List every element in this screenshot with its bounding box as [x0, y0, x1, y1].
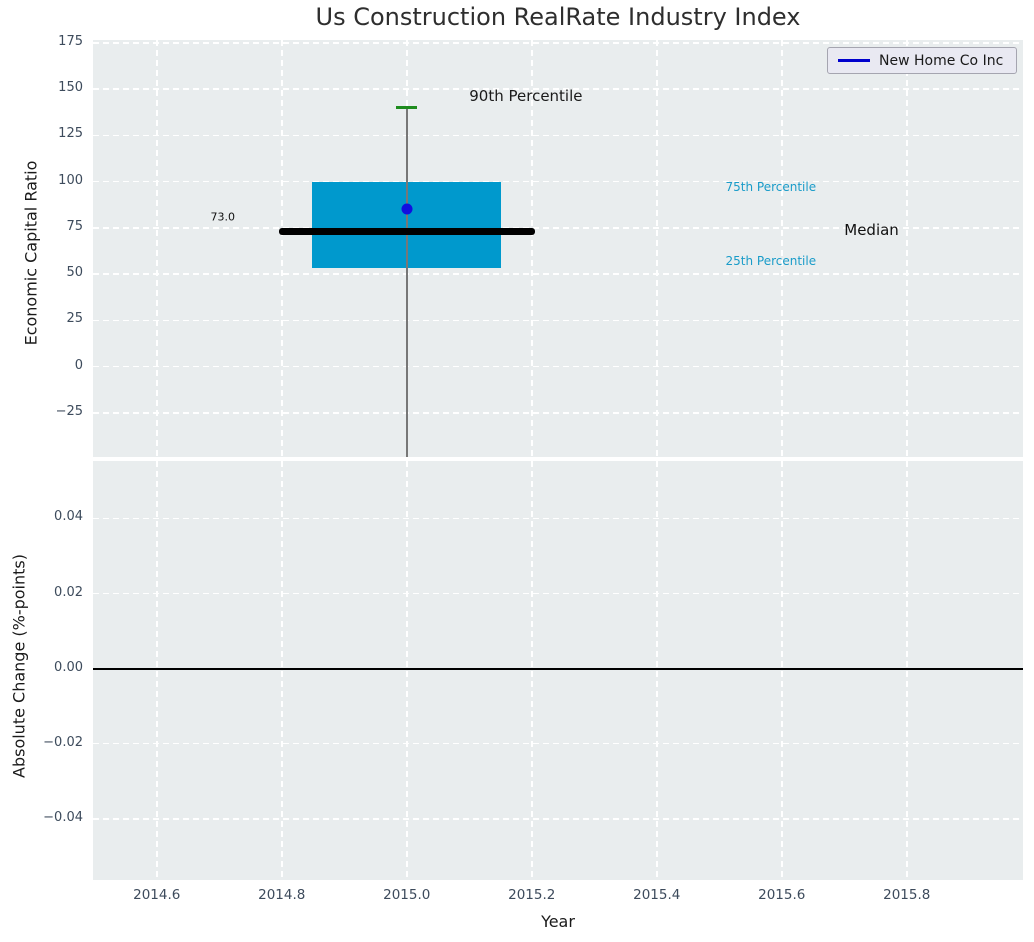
gridline-v: [156, 40, 158, 457]
x-tick-label: 2015.6: [758, 887, 806, 903]
whisker-line: [405, 107, 408, 457]
y-tick-label: 0.00: [54, 659, 83, 675]
gridline-v: [781, 40, 783, 457]
y-tick-label: 100: [58, 172, 83, 188]
gridline-h: [93, 227, 1023, 229]
annotation-p90-label: 90th Percentile: [469, 87, 583, 106]
gridline-h: [93, 134, 1023, 137]
gridline-v: [656, 461, 658, 880]
y-tick-label: −0.02: [43, 734, 83, 750]
y-tick-label: −0.04: [43, 809, 83, 825]
y-tick-label: 125: [58, 126, 83, 142]
y-tick-label: 25: [66, 311, 83, 327]
gridline-h: [93, 742, 1023, 745]
x-tick-label: 2015.0: [383, 887, 431, 903]
gridline-h: [93, 818, 1023, 820]
gridline-h: [93, 180, 1023, 183]
median-line: [278, 227, 535, 235]
gridline-h: [93, 412, 1023, 414]
legend-line-sample: [838, 59, 870, 62]
gridline-v: [906, 461, 908, 880]
gridline-v: [156, 461, 158, 880]
annotation-median-value-label: 73.0: [210, 210, 236, 224]
gridline-v: [531, 40, 533, 457]
company-dot: [401, 203, 413, 215]
gridline-v: [406, 461, 408, 880]
legend-label: New Home Co Inc: [879, 52, 1004, 69]
x-tick-label: 2014.8: [258, 887, 306, 903]
annotation-p25-label: 25th Percentile: [725, 254, 817, 269]
gridline-v: [281, 461, 283, 880]
gridline-v: [906, 40, 908, 457]
y-tick-label: 75: [66, 218, 83, 234]
x-tick-label: 2015.4: [633, 887, 681, 903]
gridline-v: [656, 40, 658, 457]
y-tick-label: 0.04: [54, 509, 83, 525]
top-axes-bg: [93, 40, 1023, 457]
gridline-h: [93, 592, 1023, 595]
p90-cap: [396, 106, 418, 110]
y-tick-label: 50: [66, 265, 83, 281]
gridline-h: [93, 273, 1023, 275]
x-tick-label: 2014.6: [133, 887, 181, 903]
y-tick-label: 0.02: [54, 584, 83, 600]
gridline-h: [93, 42, 1023, 44]
gridline-h: [93, 365, 1023, 368]
y-tick-label: 175: [58, 33, 83, 49]
gridline-v: [531, 461, 533, 880]
x-tick-label: 2015.2: [508, 887, 556, 903]
y-tick-label: −25: [55, 403, 83, 419]
bottom-axes-bg: [93, 461, 1023, 880]
chart-title: Us Construction RealRate Industry Index: [315, 3, 801, 31]
gridline-v: [281, 40, 283, 457]
x-tick-label: 2015.8: [883, 887, 931, 903]
zero-line: [93, 667, 1023, 670]
y-tick-label: 0: [74, 357, 83, 373]
gridline-v: [781, 461, 783, 880]
gridline-h: [93, 88, 1023, 90]
y-tick-label: 150: [58, 80, 83, 96]
legend: New Home Co Inc: [827, 47, 1017, 74]
gridline-h: [93, 319, 1023, 322]
annotation-p75-label: 75th Percentile: [725, 180, 817, 195]
gridline-h: [93, 517, 1023, 520]
annotation-median-label: Median: [844, 220, 899, 239]
x-axis-label: Year: [541, 912, 575, 931]
